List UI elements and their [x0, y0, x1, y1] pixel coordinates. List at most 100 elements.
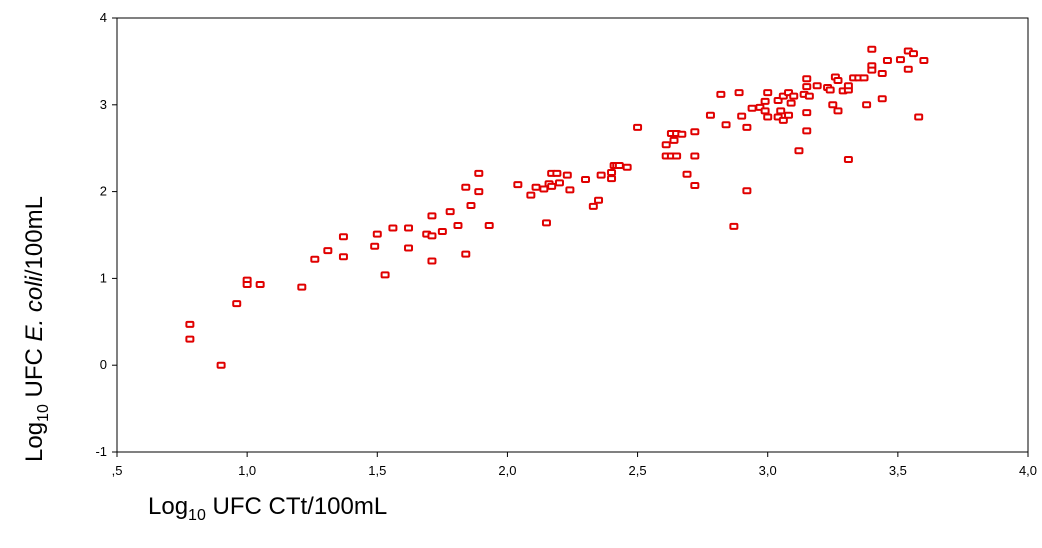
data-point	[672, 152, 682, 160]
data-point	[466, 201, 476, 209]
data-point	[427, 257, 437, 265]
data-point	[242, 280, 252, 288]
data-point	[445, 208, 455, 216]
data-point	[833, 107, 843, 115]
x-axis: ,5 1,0 1,5 2,0 2,5 3,0 3,5 4,0	[112, 452, 1037, 478]
data-point	[828, 101, 838, 109]
data-point	[338, 233, 348, 241]
data-point	[594, 196, 604, 204]
data-point	[705, 111, 715, 119]
data-point	[882, 57, 892, 65]
data-point	[614, 162, 624, 170]
data-point	[547, 182, 557, 190]
data-point	[690, 128, 700, 136]
data-point	[690, 182, 700, 190]
data-point	[914, 113, 924, 121]
data-point	[895, 56, 905, 64]
data-point	[843, 82, 853, 90]
data-point	[802, 109, 812, 117]
y-tick-label: 3	[100, 97, 107, 112]
data-point	[484, 221, 494, 229]
data-point	[862, 101, 872, 109]
data-point	[919, 57, 929, 65]
data-point	[802, 75, 812, 83]
data-point	[786, 99, 796, 107]
data-point	[802, 83, 812, 91]
data-point	[867, 45, 877, 53]
data-point	[778, 116, 788, 124]
data-point	[737, 112, 747, 120]
data-point	[185, 335, 195, 343]
data-point	[843, 155, 853, 163]
data-point	[877, 95, 887, 103]
data-point	[474, 188, 484, 196]
x-tick-label: 2,0	[498, 463, 516, 478]
data-point	[541, 219, 551, 227]
data-point	[255, 280, 265, 288]
data-point	[760, 107, 770, 115]
data-point	[859, 74, 869, 82]
data-point	[721, 121, 731, 129]
data-point	[742, 187, 752, 195]
data-point	[794, 147, 804, 155]
data-point	[596, 171, 606, 179]
data-point	[531, 183, 541, 191]
data-point	[526, 191, 536, 199]
data-point	[607, 169, 617, 177]
data-point	[763, 113, 773, 121]
data-point	[622, 163, 632, 171]
y-axis-title: Log10 UFC E. coli/100mL	[21, 196, 52, 462]
data-point	[877, 70, 887, 78]
data-point	[539, 185, 549, 193]
data-point	[690, 152, 700, 160]
data-point	[833, 76, 843, 84]
x-tick-label: 1,5	[368, 463, 386, 478]
x-tick-label: 3,0	[759, 463, 777, 478]
y-tick-label: -1	[95, 444, 107, 459]
data-point	[474, 169, 484, 177]
data-point	[380, 271, 390, 279]
data-point	[734, 89, 744, 97]
data-point	[562, 171, 572, 179]
y-axis: -1 0 1 2 3 4	[95, 10, 117, 459]
data-point	[372, 230, 382, 238]
data-point	[185, 320, 195, 328]
data-point	[565, 186, 575, 194]
data-point	[669, 136, 679, 144]
x-axis-title: Log10 UFC CTt/100mL	[148, 493, 387, 524]
data-point	[633, 123, 643, 131]
data-point	[388, 224, 398, 232]
y-tick-label: 0	[100, 357, 107, 372]
data-point	[716, 90, 726, 98]
data-point	[453, 221, 463, 229]
data-point	[437, 228, 447, 236]
data-point	[789, 92, 799, 100]
x-tick-label: 2,5	[629, 463, 647, 478]
x-tick-label: ,5	[112, 463, 123, 478]
data-point	[404, 244, 414, 252]
data-point	[427, 212, 437, 220]
data-point	[908, 50, 918, 58]
plot-area	[116, 17, 1029, 453]
y-tick-label: 1	[100, 270, 107, 285]
data-point	[513, 181, 523, 189]
data-point	[338, 253, 348, 261]
data-point	[552, 169, 562, 177]
data-point	[581, 175, 591, 183]
data-point	[607, 175, 617, 183]
x-tick-label: 3,5	[889, 463, 907, 478]
data-points	[185, 45, 929, 369]
data-point	[784, 111, 794, 119]
data-point	[825, 86, 835, 94]
data-point	[677, 130, 687, 138]
y-tick-label: 4	[100, 10, 107, 25]
data-point	[804, 92, 814, 100]
data-point	[297, 283, 307, 291]
data-point	[554, 179, 564, 187]
data-point	[232, 300, 242, 308]
data-point	[802, 127, 812, 135]
data-point	[747, 104, 757, 112]
data-point	[867, 66, 877, 74]
data-point	[427, 232, 437, 240]
